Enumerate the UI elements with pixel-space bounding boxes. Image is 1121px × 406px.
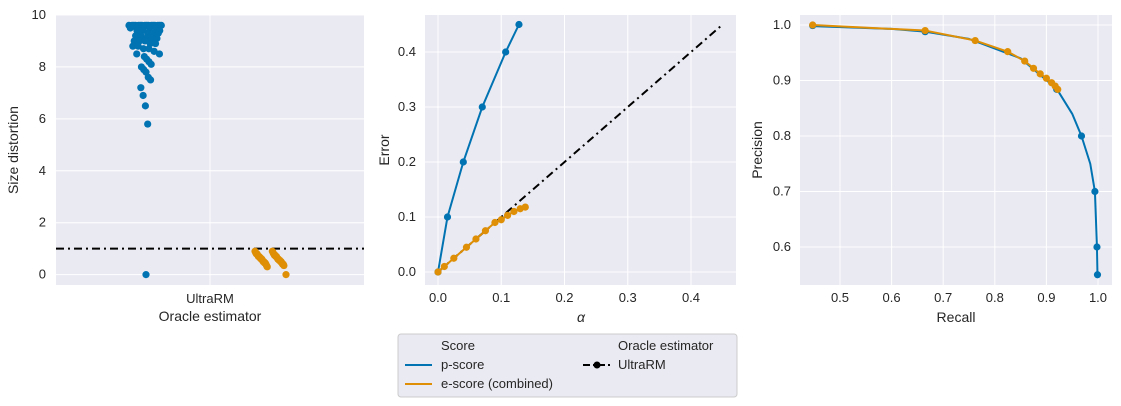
middle-xtick-label: 0.4 xyxy=(682,290,700,305)
e-score-point xyxy=(282,271,290,279)
middle-p-score-line xyxy=(437,24,520,273)
p-score-point xyxy=(139,45,148,53)
middle-xtick-label: 0.0 xyxy=(429,290,447,305)
left-ytick-label: 8 xyxy=(39,59,46,74)
middle-p-score-point xyxy=(515,20,523,29)
p-score-point xyxy=(155,50,164,58)
right-xtick-label: 0.7 xyxy=(934,290,952,305)
middle-xlabel: α xyxy=(577,309,586,325)
middle-e-score-point xyxy=(481,227,490,235)
middle-e-score-point xyxy=(472,235,480,243)
right-e-score-point xyxy=(1021,57,1029,65)
p-score-point xyxy=(145,45,153,53)
legend-p-score-label: p-score xyxy=(441,357,484,372)
p-score-point xyxy=(133,50,141,58)
legend-e-score-label: e-score (combined) xyxy=(441,376,553,391)
middle-ytick-label: 0.4 xyxy=(398,44,416,59)
right-e-score-point xyxy=(921,26,929,35)
left-ytick-label: 0 xyxy=(39,267,46,282)
right-p-score-point xyxy=(1077,132,1086,140)
middle-xtick-label: 0.3 xyxy=(619,290,637,305)
middle-p-score-point xyxy=(459,158,467,166)
middle-e-score-point xyxy=(521,203,529,211)
middle-ytick-label: 0.2 xyxy=(398,154,416,169)
middle-p-score-point xyxy=(502,48,510,56)
right-ytick-label: 0.9 xyxy=(773,73,791,88)
right-p-score-point xyxy=(1093,271,1102,279)
legend-oracle-title: Oracle estimator xyxy=(618,338,714,353)
right-xtick-label: 0.6 xyxy=(883,290,901,305)
middle-ytick-label: 0.1 xyxy=(398,209,416,224)
middle-xtick-label: 0.2 xyxy=(555,290,573,305)
p-score-point xyxy=(147,60,155,68)
right-e-score-point xyxy=(1054,85,1062,93)
e-score-point xyxy=(280,261,288,270)
middle-e-score-point xyxy=(450,254,458,262)
right-e-score-point xyxy=(1036,70,1044,78)
right-p-score-point xyxy=(1093,243,1101,251)
right-xlabel: Recall xyxy=(937,309,976,325)
right-e-score-point xyxy=(1029,64,1038,72)
legend-box xyxy=(397,333,738,398)
p-score-point xyxy=(146,76,155,84)
right-xtick-label: 1.0 xyxy=(1089,290,1107,305)
right-plot: 0.5 0.6 0.7 0.8 0.9 1.0 0.6 0.7 0.8 0.9 1.0 xyxy=(773,15,1112,305)
right-xtick-label: 0.9 xyxy=(1037,290,1055,305)
e-score-point xyxy=(263,263,271,271)
right-p-score-point xyxy=(1091,187,1099,196)
p-score-point xyxy=(144,120,152,128)
p-score-point xyxy=(141,37,149,45)
legend-oracle-marker xyxy=(593,361,601,369)
legend-score-title: Score xyxy=(441,338,475,353)
legend: Score Oracle estimator p-score e-score (… xyxy=(397,333,738,398)
right-xtick-label: 0.5 xyxy=(831,290,849,305)
right-ytick-label: 1.0 xyxy=(773,17,791,32)
p-score-point xyxy=(141,102,149,110)
middle-panel-bg xyxy=(425,15,736,285)
right-ytick-label: 0.6 xyxy=(773,239,791,254)
right-e-score-point xyxy=(809,21,817,29)
p-score-point xyxy=(129,42,137,50)
right-xtick-label: 0.8 xyxy=(986,290,1004,305)
left-xtick-label: UltraRM xyxy=(186,291,234,306)
middle-p-score-point xyxy=(478,103,486,111)
middle-ylabel: Error xyxy=(376,134,392,165)
middle-p-score-point xyxy=(443,213,452,221)
p-score-point xyxy=(139,91,147,100)
middle-e-score-point xyxy=(440,262,448,271)
middle-e-score-point xyxy=(491,218,499,227)
middle-e-score-point xyxy=(462,243,471,251)
p-score-point xyxy=(142,271,150,279)
middle-e-score-point xyxy=(503,211,512,219)
middle-ytick-label: 0.0 xyxy=(398,264,416,279)
p-score-point xyxy=(151,39,160,48)
p-score-point xyxy=(134,42,142,50)
left-xlabel: Oracle estimator xyxy=(159,308,262,324)
right-e-score-point xyxy=(971,36,979,45)
left-ytick-label: 10 xyxy=(32,7,46,22)
legend-oracle-label: UltraRM xyxy=(618,357,666,372)
middle-ytick-label: 0.3 xyxy=(398,99,416,114)
right-ylabel: Precision xyxy=(749,121,765,179)
right-e-score-point xyxy=(1004,48,1012,56)
left-ytick-label: 6 xyxy=(39,111,46,126)
middle-xtick-label: 0.1 xyxy=(492,290,510,305)
right-ytick-label: 0.8 xyxy=(773,128,791,143)
left-ytick-label: 2 xyxy=(39,215,46,230)
middle-e-score-point xyxy=(497,216,505,224)
middle-e-score-point xyxy=(434,268,442,276)
p-score-point xyxy=(137,84,145,92)
left-plot: 0 2 4 6 8 10 xyxy=(32,7,364,285)
p-score-point xyxy=(126,24,134,32)
right-panel-bg xyxy=(800,15,1112,285)
middle-plot: 0.0 0.1 0.2 0.3 0.4 0.0 0.1 0.2 0.3 0.4 xyxy=(398,15,736,305)
p-score-point xyxy=(150,47,158,55)
left-ytick-label: 4 xyxy=(39,163,46,178)
right-ytick-label: 0.7 xyxy=(773,184,791,199)
middle-e-score-point xyxy=(510,207,518,216)
left-ylabel: Size distortion xyxy=(5,106,21,194)
right-e-score-point xyxy=(1042,74,1050,82)
